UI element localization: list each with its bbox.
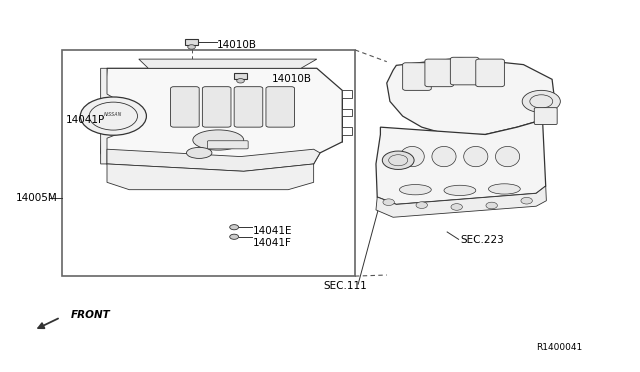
Polygon shape (107, 164, 314, 190)
Polygon shape (387, 58, 556, 135)
Text: R1400041: R1400041 (536, 343, 582, 352)
FancyBboxPatch shape (425, 59, 454, 87)
Text: 14005M: 14005M (16, 193, 58, 203)
Text: 14010B: 14010B (272, 74, 312, 84)
Polygon shape (100, 68, 342, 171)
Polygon shape (100, 68, 126, 164)
Polygon shape (139, 59, 317, 68)
Text: SEC.111: SEC.111 (323, 281, 367, 291)
Circle shape (383, 199, 394, 205)
FancyBboxPatch shape (202, 87, 231, 127)
FancyBboxPatch shape (534, 108, 557, 125)
Polygon shape (376, 186, 547, 217)
Circle shape (230, 225, 239, 230)
Circle shape (237, 78, 244, 83)
Ellipse shape (444, 185, 476, 196)
Circle shape (451, 203, 463, 210)
Text: SEC.223: SEC.223 (460, 235, 504, 246)
Circle shape (382, 151, 414, 170)
Polygon shape (376, 120, 546, 204)
FancyBboxPatch shape (207, 141, 248, 149)
FancyBboxPatch shape (476, 59, 504, 87)
Text: 14041E: 14041E (253, 226, 292, 236)
Circle shape (188, 45, 195, 49)
Circle shape (416, 202, 428, 208)
Circle shape (80, 97, 147, 135)
Circle shape (522, 90, 561, 112)
FancyBboxPatch shape (451, 57, 479, 85)
Text: NISSAN: NISSAN (104, 112, 122, 117)
Bar (185, 39, 198, 45)
Circle shape (521, 198, 532, 204)
Bar (234, 73, 247, 78)
FancyBboxPatch shape (171, 87, 199, 127)
Ellipse shape (193, 130, 244, 150)
Ellipse shape (186, 147, 212, 158)
Ellipse shape (495, 147, 520, 167)
FancyBboxPatch shape (234, 87, 263, 127)
Text: FRONT: FRONT (71, 311, 111, 320)
FancyBboxPatch shape (403, 63, 431, 90)
Ellipse shape (488, 184, 520, 194)
Polygon shape (107, 149, 320, 171)
Ellipse shape (464, 147, 488, 167)
FancyBboxPatch shape (266, 87, 294, 127)
Ellipse shape (399, 185, 431, 195)
Bar (63, 50, 355, 276)
Text: 14041F: 14041F (253, 238, 292, 248)
Ellipse shape (400, 147, 424, 167)
Circle shape (230, 234, 239, 239)
Ellipse shape (432, 147, 456, 167)
Circle shape (486, 202, 497, 209)
Text: 14041P: 14041P (66, 115, 105, 125)
Text: 14010B: 14010B (217, 40, 257, 50)
